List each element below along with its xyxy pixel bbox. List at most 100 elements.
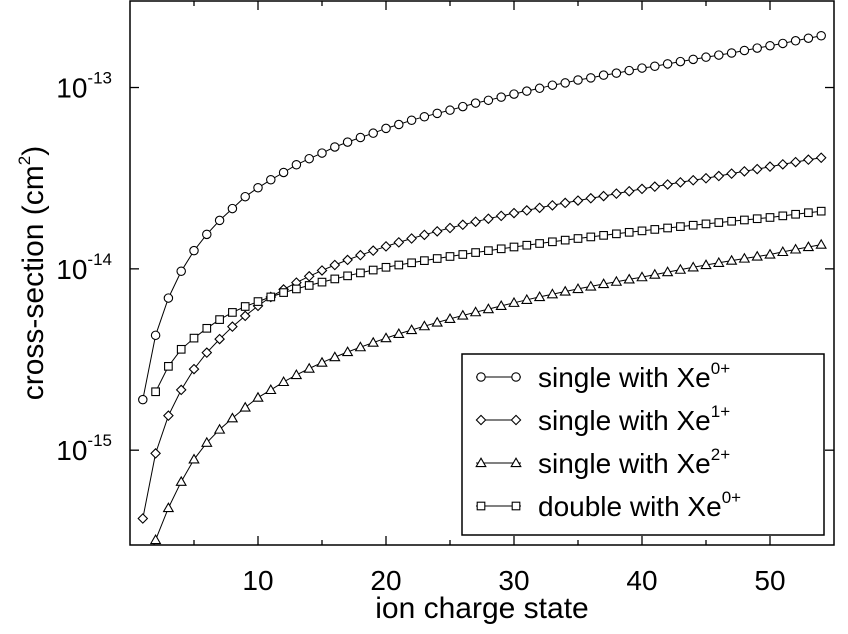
x-axis-title: ion charge state bbox=[375, 592, 588, 625]
data-point bbox=[239, 310, 251, 322]
data-point bbox=[405, 324, 418, 335]
data-point bbox=[393, 327, 405, 339]
data-point bbox=[253, 183, 263, 193]
data-point bbox=[560, 235, 570, 245]
data-point bbox=[597, 278, 610, 289]
data-point bbox=[253, 297, 263, 306]
data-point bbox=[649, 268, 661, 279]
data-point bbox=[751, 163, 763, 175]
data-point bbox=[214, 333, 225, 345]
legend-marker-right bbox=[511, 372, 521, 382]
data-point bbox=[355, 249, 366, 261]
plot-series bbox=[137, 30, 827, 580]
data-point bbox=[355, 132, 366, 143]
data-point bbox=[739, 165, 750, 177]
data-point bbox=[586, 232, 596, 242]
data-point bbox=[521, 205, 533, 216]
data-point bbox=[790, 156, 801, 168]
data-point bbox=[214, 215, 225, 226]
data-point bbox=[278, 167, 289, 178]
data-point bbox=[330, 274, 340, 284]
data-point bbox=[714, 50, 724, 60]
data-point bbox=[394, 260, 404, 270]
data-point bbox=[495, 210, 507, 222]
data-point bbox=[458, 101, 468, 112]
data-point bbox=[751, 250, 763, 261]
data-point bbox=[765, 213, 775, 222]
data-point bbox=[215, 315, 224, 324]
data-point bbox=[547, 80, 558, 90]
data-point bbox=[688, 220, 698, 230]
data-point bbox=[802, 241, 815, 252]
data-point bbox=[457, 309, 469, 320]
data-point bbox=[573, 234, 583, 243]
data-point bbox=[176, 266, 186, 277]
data-point bbox=[637, 63, 647, 73]
data-point bbox=[546, 288, 559, 299]
data-point bbox=[700, 172, 712, 184]
y-axis-title: cross-section (cm2) bbox=[15, 146, 50, 401]
x-tick-label: 50 bbox=[754, 565, 785, 596]
data-point bbox=[279, 288, 288, 297]
data-point bbox=[778, 38, 788, 49]
data-point bbox=[713, 256, 725, 267]
data-point bbox=[149, 534, 162, 545]
data-point bbox=[420, 256, 429, 265]
data-point bbox=[381, 262, 391, 272]
data-point bbox=[752, 214, 762, 224]
data-point bbox=[496, 92, 506, 102]
data-point bbox=[201, 436, 213, 447]
data-point bbox=[431, 316, 443, 327]
legend-marker-left bbox=[475, 457, 487, 468]
data-point bbox=[713, 170, 725, 182]
data-point bbox=[380, 332, 392, 343]
data-point bbox=[445, 252, 455, 261]
data-point bbox=[176, 344, 186, 354]
data-point bbox=[610, 275, 623, 286]
data-point bbox=[482, 303, 495, 314]
data-point bbox=[612, 229, 621, 239]
data-point bbox=[277, 375, 290, 387]
data-point bbox=[317, 148, 327, 158]
x-tick-label: 30 bbox=[498, 565, 529, 596]
data-point bbox=[343, 271, 352, 281]
data-point bbox=[329, 351, 341, 362]
data-point bbox=[201, 347, 213, 359]
data-point bbox=[778, 211, 788, 221]
data-point bbox=[137, 513, 149, 524]
data-point bbox=[213, 423, 226, 434]
data-point bbox=[393, 236, 405, 248]
data-point bbox=[804, 208, 813, 218]
data-point bbox=[356, 268, 365, 278]
data-point bbox=[701, 52, 711, 62]
data-point bbox=[419, 229, 430, 241]
data-point bbox=[164, 361, 173, 371]
data-point bbox=[738, 252, 751, 263]
legend-marker-left bbox=[475, 414, 487, 426]
data-point bbox=[202, 323, 212, 333]
data-point bbox=[380, 241, 392, 252]
data-point bbox=[687, 174, 699, 186]
data-point bbox=[509, 89, 519, 99]
data-point bbox=[342, 254, 353, 266]
data-point bbox=[586, 73, 596, 83]
data-point bbox=[342, 137, 353, 147]
data-point bbox=[471, 248, 480, 257]
data-point bbox=[649, 181, 661, 193]
data-point bbox=[292, 284, 301, 294]
axis-tick-labels: 10 20 30 40 50 10-13 10-14 10-15 bbox=[56, 69, 785, 596]
data-point bbox=[138, 572, 148, 580]
data-point bbox=[316, 265, 328, 276]
data-point bbox=[469, 306, 482, 317]
data-point bbox=[508, 207, 520, 219]
data-point bbox=[458, 250, 468, 259]
data-point bbox=[585, 280, 597, 291]
legend-label: double with Xe0+ bbox=[538, 488, 741, 522]
data-point bbox=[407, 258, 416, 268]
data-point bbox=[662, 59, 673, 69]
data-point bbox=[188, 363, 200, 375]
data-point bbox=[367, 245, 379, 257]
data-point bbox=[816, 206, 826, 216]
data-point bbox=[189, 245, 199, 256]
data-point bbox=[598, 190, 609, 202]
